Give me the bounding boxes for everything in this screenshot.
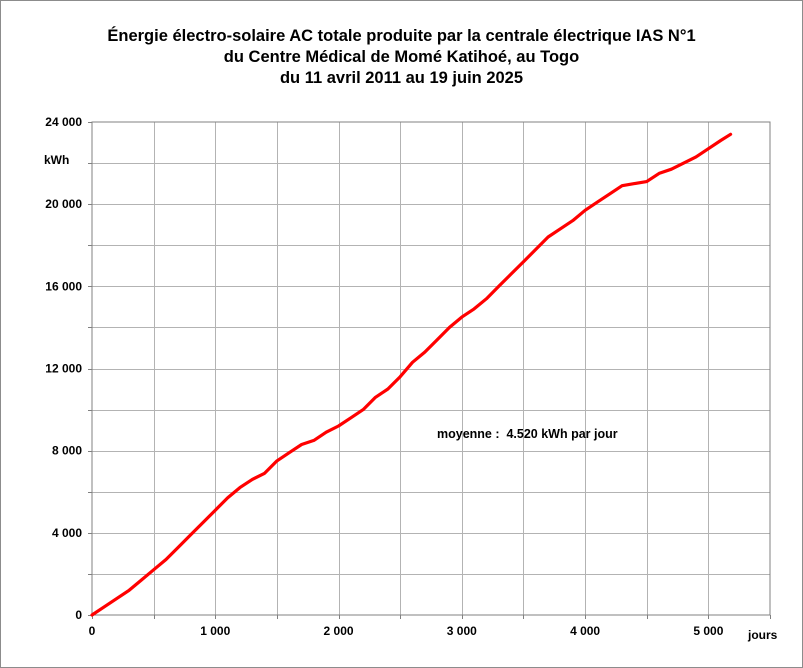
cumulative-energy-line — [90, 132, 733, 617]
y-tick-label: 20 000 — [45, 197, 82, 211]
y-tick-label: 16 000 — [45, 279, 82, 293]
x-tick-label: 4 000 — [570, 624, 600, 638]
average-annotation: moyenne : 4.520 kWh par jour — [437, 427, 618, 441]
x-tick-label: 1 000 — [200, 624, 230, 638]
y-tick-label: 24 000 — [45, 115, 82, 129]
y-tick-label: 0 — [75, 608, 82, 622]
y-tick-label: 12 000 — [45, 362, 82, 376]
chart-title-line-3: du 11 avril 2011 au 19 juin 2025 — [279, 69, 524, 87]
axis-ticks: 0 1 000 2 000 3 000 4 000 5 000 0 4 000 8 000 12 … — [45, 115, 771, 638]
chart-title: Énergie électro-solaire AC totale produi… — [0, 26, 803, 89]
series-layer — [90, 132, 733, 617]
x-tick-label: 2 000 — [324, 624, 354, 638]
y-tick-label: 8 000 — [52, 444, 82, 458]
chart-title-line-2: du Centre Médical de Momé Katihoé, au To… — [223, 48, 580, 66]
y-tick-label: 4 000 — [52, 526, 82, 540]
x-tick-label: 5 000 — [693, 624, 723, 638]
x-axis-label: jours — [747, 628, 778, 642]
chart-title-line-1: Énergie électro-solaire AC totale produi… — [107, 27, 696, 45]
grid — [92, 122, 770, 615]
y-axis-label: kWh — [44, 153, 69, 167]
x-tick-label: 0 — [89, 624, 96, 638]
x-tick-label: 3 000 — [447, 624, 477, 638]
plot-area-border — [91, 121, 771, 616]
